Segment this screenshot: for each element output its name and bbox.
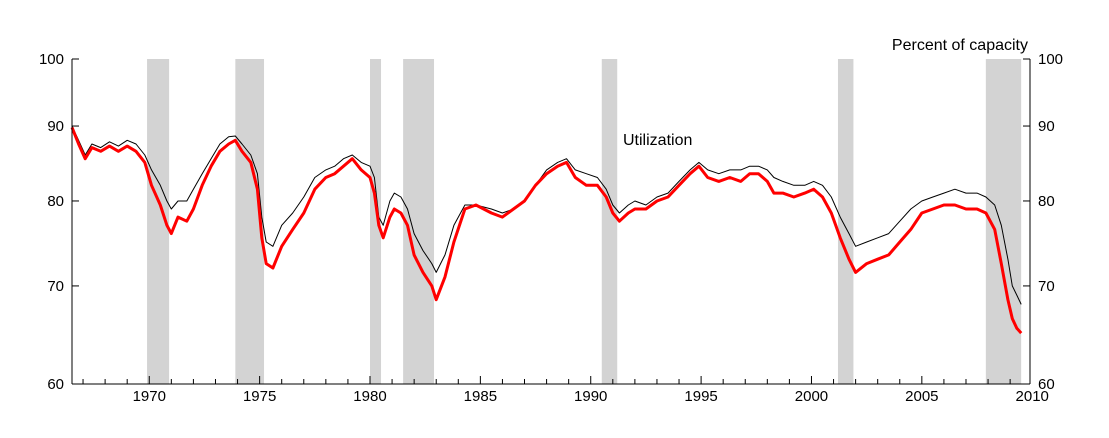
utilization-annotation: Utilization <box>623 132 692 149</box>
recession-band-6 <box>837 59 854 384</box>
y-tick-label-left: 60 <box>47 376 64 393</box>
y-tick-label-left: 100 <box>39 51 64 68</box>
x-tick-label: 2010 <box>1016 388 1049 405</box>
x-tick-label: 1975 <box>243 388 276 405</box>
x-tick-label: 1985 <box>464 388 497 405</box>
recession-band-1 <box>147 59 170 384</box>
x-tick-label: 2005 <box>905 388 938 405</box>
recession-band-3 <box>369 59 382 384</box>
recession-shading-layer <box>147 59 1022 384</box>
y-tick-label-right: 90 <box>1038 118 1055 135</box>
series-line-red <box>70 126 1023 335</box>
x-tick-label: 1980 <box>353 388 386 405</box>
x-tick-label: 1970 <box>133 388 166 405</box>
y-tick-label-right: 100 <box>1038 51 1063 68</box>
y-tick-label-left: 80 <box>47 193 64 210</box>
recession-band-4 <box>403 59 435 384</box>
y-tick-label-right: 60 <box>1038 376 1055 393</box>
y-tick-label-right: 80 <box>1038 193 1055 210</box>
y-tick-label-right: 70 <box>1038 278 1055 295</box>
x-tick-label: 1990 <box>574 388 607 405</box>
recession-band-5 <box>601 59 618 384</box>
y-tick-label-left: 90 <box>47 118 64 135</box>
axes-layer: 60 60 70 70 80 80 90 90 100 100 1970 1975 1980 1985 19… <box>39 51 1063 405</box>
series-layer <box>70 125 1023 335</box>
series-line-thin <box>71 125 1022 305</box>
x-tick-label: 1995 <box>684 388 717 405</box>
y-tick-label-left: 70 <box>47 278 64 295</box>
unit-label: Percent of capacity <box>892 37 1028 54</box>
x-tick-label: 2000 <box>795 388 828 405</box>
